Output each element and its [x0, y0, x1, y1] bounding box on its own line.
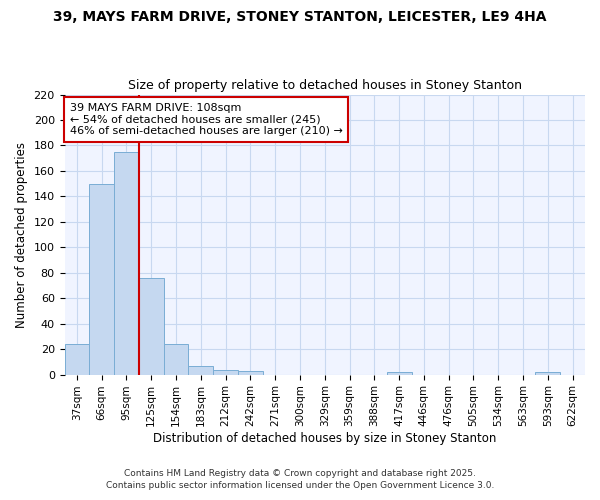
Bar — [535, 372, 560, 374]
Bar — [114, 152, 139, 374]
Bar — [213, 370, 238, 374]
Text: 39, MAYS FARM DRIVE, STONEY STANTON, LEICESTER, LE9 4HA: 39, MAYS FARM DRIVE, STONEY STANTON, LEI… — [53, 10, 547, 24]
Title: Size of property relative to detached houses in Stoney Stanton: Size of property relative to detached ho… — [128, 79, 522, 92]
Bar — [164, 344, 188, 374]
Bar — [65, 344, 89, 374]
Y-axis label: Number of detached properties: Number of detached properties — [15, 142, 28, 328]
Bar — [238, 371, 263, 374]
Text: Contains HM Land Registry data © Crown copyright and database right 2025.
Contai: Contains HM Land Registry data © Crown c… — [106, 468, 494, 490]
X-axis label: Distribution of detached houses by size in Stoney Stanton: Distribution of detached houses by size … — [153, 432, 496, 445]
Bar — [188, 366, 213, 374]
Bar — [89, 184, 114, 374]
Bar — [139, 278, 164, 374]
Bar — [387, 372, 412, 374]
Text: 39 MAYS FARM DRIVE: 108sqm
← 54% of detached houses are smaller (245)
46% of sem: 39 MAYS FARM DRIVE: 108sqm ← 54% of deta… — [70, 103, 343, 136]
